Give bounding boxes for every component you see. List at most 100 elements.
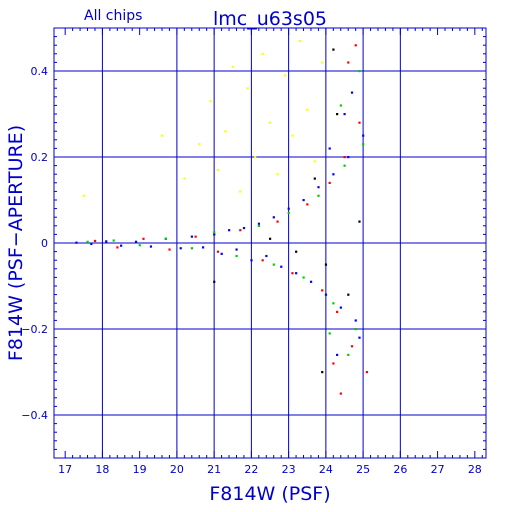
data-point	[276, 173, 279, 176]
data-point	[295, 250, 298, 253]
data-point	[134, 240, 138, 243]
data-point	[332, 362, 335, 365]
data-point	[295, 272, 298, 275]
data-point	[257, 224, 261, 227]
data-point	[228, 229, 231, 232]
data-point	[358, 70, 361, 73]
data-point	[354, 44, 357, 47]
x-tick-label: 25	[356, 463, 370, 476]
x-tick-label: 23	[282, 463, 296, 476]
data-point	[112, 239, 115, 242]
data-point	[287, 207, 290, 210]
data-point	[309, 280, 313, 283]
data-point	[164, 237, 167, 240]
data-point	[239, 190, 242, 193]
data-point	[321, 289, 324, 292]
data-point	[336, 310, 339, 313]
data-point	[339, 392, 342, 395]
data-point	[272, 263, 275, 266]
data-point	[332, 173, 335, 176]
x-tick-label: 27	[431, 463, 445, 476]
data-point	[272, 216, 275, 219]
y-axis-label: F814W (PSF−APERTURE)	[5, 125, 27, 361]
data-point	[250, 259, 253, 262]
data-point	[86, 240, 89, 243]
y-tick-label: 0.2	[31, 151, 49, 164]
data-point	[213, 233, 216, 236]
x-tick-labels: 17 18 19 20 21 22 23 24 25 26 27 28	[58, 463, 482, 476]
data-point	[362, 143, 365, 146]
x-tick-label: 19	[133, 463, 147, 476]
x-tick-label: 18	[95, 463, 109, 476]
data-point	[142, 237, 145, 240]
data-point	[328, 147, 331, 150]
data-point	[306, 108, 309, 111]
data-point	[116, 246, 119, 249]
y-tick-label: 0.4	[31, 65, 49, 78]
data-point	[339, 306, 342, 309]
data-point	[149, 245, 153, 248]
data-point	[220, 252, 223, 255]
data-point	[317, 194, 320, 197]
y-tick-label: −0.2	[21, 323, 48, 336]
data-point	[246, 87, 249, 90]
data-point	[347, 156, 350, 159]
data-point	[261, 259, 264, 262]
data-point	[324, 263, 328, 266]
data-point	[235, 254, 238, 258]
data-point	[276, 220, 279, 223]
data-point	[358, 121, 361, 124]
chart-subtitle: All chips	[84, 8, 142, 24]
data-point	[298, 39, 301, 43]
data-point	[138, 244, 141, 247]
data-point	[82, 194, 85, 197]
data-point	[354, 319, 357, 322]
data-point	[239, 229, 242, 232]
data-point	[362, 134, 365, 137]
x-tick-label: 22	[244, 463, 258, 476]
data-point	[269, 237, 272, 240]
data-point	[313, 177, 316, 180]
y-tick-label: 0	[41, 237, 48, 250]
data-point	[332, 302, 335, 305]
data-point	[242, 226, 246, 230]
data-point	[179, 247, 182, 250]
x-tick-label: 26	[393, 463, 407, 476]
chart-title: lmc_u63s05	[213, 8, 327, 30]
grid-lines	[54, 28, 486, 458]
data-point	[75, 241, 78, 244]
data-point	[365, 371, 369, 374]
data-point	[183, 177, 186, 180]
data-point	[358, 336, 361, 339]
data-point	[347, 61, 350, 64]
data-point	[257, 222, 261, 225]
data-point	[269, 121, 272, 124]
data-point	[291, 272, 294, 275]
data-point	[321, 61, 324, 64]
data-point	[343, 113, 346, 116]
data-point	[336, 113, 339, 116]
data-points	[75, 39, 369, 395]
data-point	[265, 254, 268, 258]
data-point	[194, 235, 197, 238]
data-point	[280, 265, 283, 268]
data-point	[336, 353, 339, 356]
data-point	[332, 48, 335, 51]
data-point	[343, 164, 346, 167]
data-point	[161, 134, 164, 137]
data-point	[291, 134, 294, 137]
data-point	[324, 293, 328, 296]
data-point	[350, 91, 354, 94]
data-point	[339, 104, 342, 107]
data-point	[321, 371, 324, 374]
data-point	[317, 186, 320, 189]
axis-ticks	[54, 27, 486, 459]
x-tick-label: 21	[207, 463, 221, 476]
data-point	[350, 345, 354, 348]
y-tick-label: −0.4	[21, 409, 48, 422]
x-tick-label: 28	[468, 463, 482, 476]
x-axis-label: F814W (PSF)	[209, 483, 330, 505]
x-tick-label: 17	[58, 463, 72, 476]
